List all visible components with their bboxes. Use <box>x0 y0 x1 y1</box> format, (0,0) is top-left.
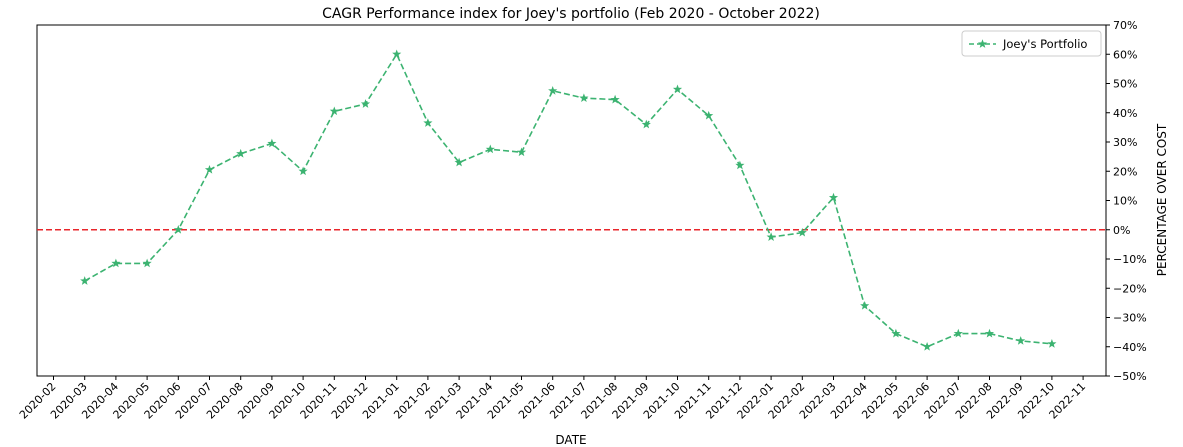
data-point <box>392 49 402 59</box>
plot-frame <box>36 24 1107 377</box>
data-point <box>548 86 558 95</box>
data-point <box>922 341 932 351</box>
data-point <box>797 227 807 237</box>
data-point <box>953 328 963 338</box>
data-point <box>360 99 371 108</box>
y-tick-label: 50% <box>1113 78 1137 91</box>
data-point <box>454 157 464 167</box>
legend-marker <box>977 39 988 48</box>
data-point <box>672 84 683 94</box>
data-point <box>516 147 527 157</box>
data-point <box>735 160 745 170</box>
data-point <box>485 144 495 154</box>
series-group <box>80 49 1057 351</box>
x-axis-label: DATE <box>555 433 586 447</box>
data-point <box>111 258 121 268</box>
legend-box <box>961 30 1102 57</box>
y-tick-label: 30% <box>1113 136 1137 149</box>
x-axis: 2020-022020-032020-042020-052020-062020-… <box>17 376 1088 422</box>
y-tick-label: 60% <box>1113 48 1137 61</box>
chart-title: CAGR Performance index for Joey's portfo… <box>322 6 820 22</box>
data-point <box>1047 339 1057 348</box>
y-tick-label: −50% <box>1113 370 1147 383</box>
data-point <box>80 276 90 285</box>
data-point <box>329 106 339 116</box>
series-line <box>84 52 1052 348</box>
data-point <box>860 301 870 310</box>
data-point <box>766 232 776 241</box>
y-axis: −50% −40% −30% −20% −10% 0% 10% 20% 30% 40% 50% 60%… <box>1106 19 1147 383</box>
y-tick-label: −40% <box>1113 341 1147 354</box>
legend: Joey's Portfolio <box>961 30 1102 57</box>
y-tick-label: 20% <box>1113 165 1137 178</box>
y-tick-label: −20% <box>1113 282 1147 295</box>
data-point <box>828 192 839 202</box>
data-point <box>579 93 589 103</box>
data-point <box>891 328 901 338</box>
data-point <box>236 148 246 158</box>
data-point <box>423 118 433 127</box>
y-tick-label: 70% <box>1113 19 1137 32</box>
y-tick-label: 10% <box>1113 195 1137 208</box>
data-point <box>142 258 152 268</box>
y-tick-label: −30% <box>1113 312 1147 325</box>
y-tick-label: 40% <box>1113 107 1137 120</box>
data-point <box>641 119 651 129</box>
data-point <box>173 224 183 234</box>
data-point <box>298 166 308 176</box>
data-point <box>610 94 620 104</box>
data-point <box>204 164 215 174</box>
y-axis-label: PERCENTAGE OVER COST <box>1155 123 1169 276</box>
y-tick-label: 0% <box>1113 224 1130 237</box>
data-point <box>984 328 995 338</box>
data-point <box>1016 336 1026 345</box>
legend-entry: Joey's Portfolio <box>1002 37 1087 51</box>
y-tick-label: −10% <box>1113 253 1147 266</box>
data-point <box>267 138 277 148</box>
data-point <box>704 110 714 120</box>
